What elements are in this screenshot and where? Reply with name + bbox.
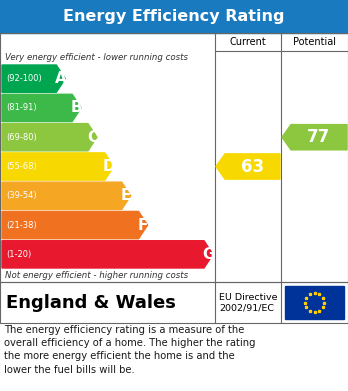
Text: E: E: [121, 188, 132, 203]
Text: Very energy efficient - lower running costs: Very energy efficient - lower running co…: [5, 53, 188, 62]
Text: (81-91): (81-91): [6, 104, 37, 113]
Text: Current: Current: [230, 37, 266, 47]
Text: (55-68): (55-68): [6, 162, 37, 171]
Polygon shape: [2, 94, 81, 122]
Polygon shape: [2, 182, 131, 210]
Text: G: G: [202, 247, 215, 262]
Text: (92-100): (92-100): [6, 74, 42, 83]
Text: B: B: [71, 100, 82, 115]
Text: (69-80): (69-80): [6, 133, 37, 142]
Bar: [0, 282, 348, 323]
Polygon shape: [2, 153, 114, 180]
Bar: [0, 0, 348, 33]
Bar: [285, 286, 344, 319]
Polygon shape: [2, 212, 148, 239]
Text: (1-20): (1-20): [6, 250, 31, 259]
Text: 77: 77: [307, 128, 331, 146]
Text: F: F: [138, 217, 148, 233]
Polygon shape: [2, 124, 97, 151]
Text: Energy Efficiency Rating: Energy Efficiency Rating: [63, 9, 285, 24]
Text: Potential: Potential: [293, 37, 336, 47]
Text: D: D: [103, 159, 116, 174]
Text: C: C: [87, 130, 98, 145]
Polygon shape: [2, 241, 213, 268]
Text: A: A: [55, 71, 67, 86]
Polygon shape: [216, 154, 280, 179]
Text: Not energy efficient - higher running costs: Not energy efficient - higher running co…: [5, 271, 188, 280]
Polygon shape: [282, 125, 347, 150]
Bar: [0, 33, 348, 282]
Text: 63: 63: [241, 158, 264, 176]
Text: The energy efficiency rating is a measure of the
overall efficiency of a home. T: The energy efficiency rating is a measur…: [4, 325, 255, 375]
Text: EU Directive
2002/91/EC: EU Directive 2002/91/EC: [219, 293, 277, 312]
Text: England & Wales: England & Wales: [6, 294, 176, 312]
Text: (21-38): (21-38): [6, 221, 37, 230]
Text: (39-54): (39-54): [6, 191, 37, 200]
Polygon shape: [2, 65, 65, 92]
